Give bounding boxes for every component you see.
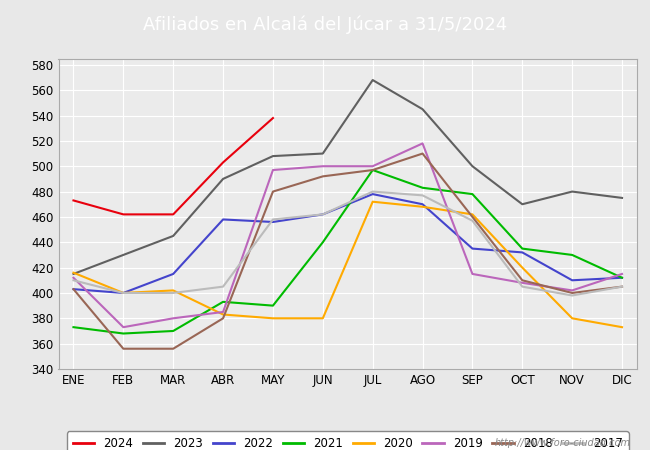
Legend: 2024, 2023, 2022, 2021, 2020, 2019, 2018, 2017: 2024, 2023, 2022, 2021, 2020, 2019, 2018…: [67, 432, 629, 450]
Text: http://www.foro-ciudad.com: http://www.foro-ciudad.com: [495, 438, 630, 448]
Text: Afiliados en Alcalá del Júcar a 31/5/2024: Afiliados en Alcalá del Júcar a 31/5/202…: [143, 15, 507, 34]
